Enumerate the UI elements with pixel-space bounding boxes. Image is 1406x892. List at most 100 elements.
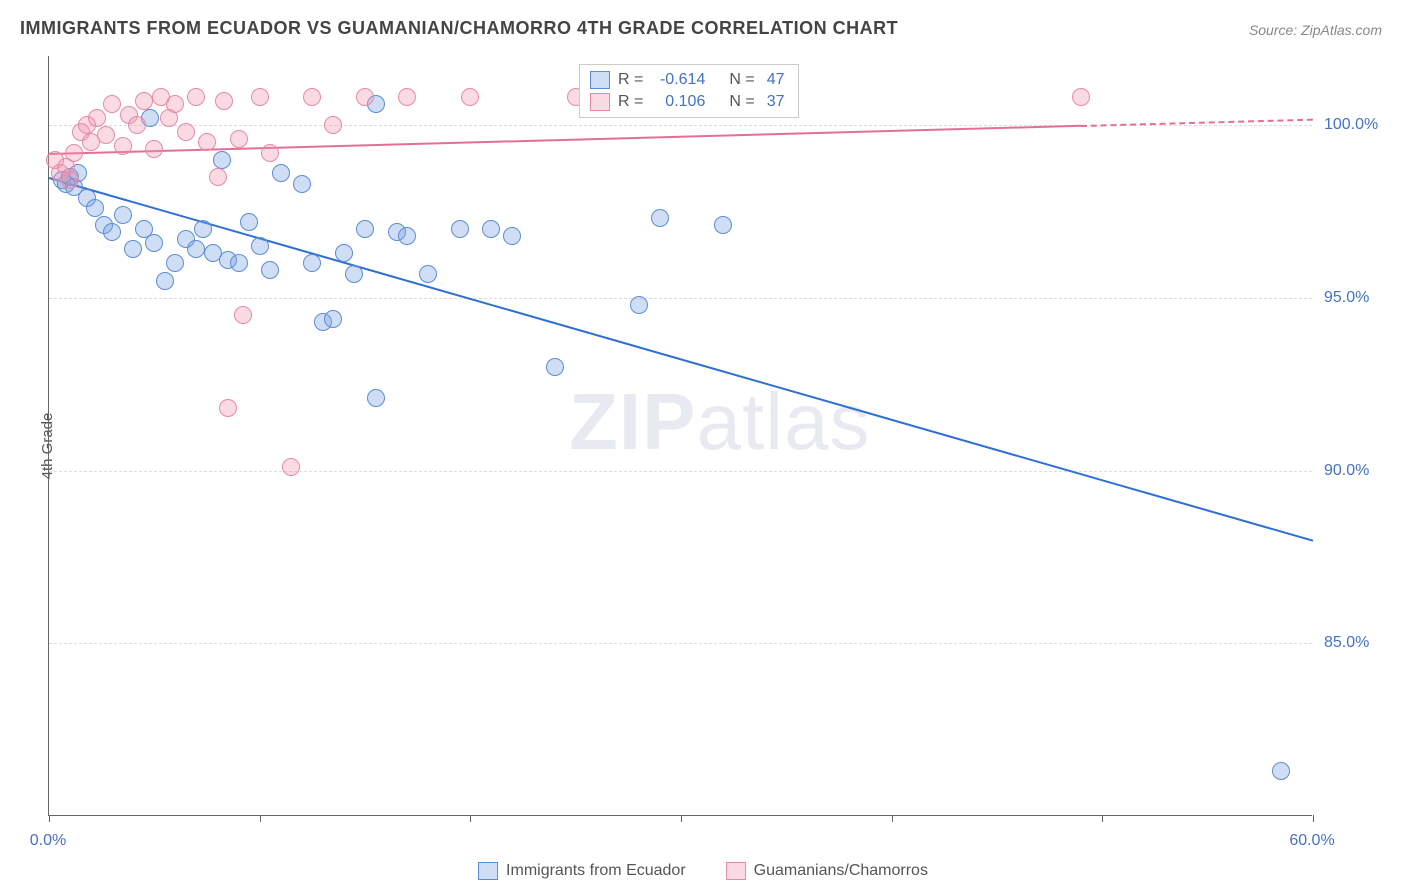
- data-point: [356, 220, 374, 238]
- y-tick-label: 95.0%: [1324, 289, 1394, 307]
- correlation-legend: R = -0.614 N = 47 R = 0.106 N = 37: [579, 64, 799, 118]
- data-point: [293, 175, 311, 193]
- data-point: [272, 164, 290, 182]
- legend-n-label: N =: [729, 71, 754, 89]
- data-point: [356, 88, 374, 106]
- source-label: Source: ZipAtlas.com: [1249, 22, 1382, 38]
- watermark-light: atlas: [696, 377, 870, 466]
- x-tick: [681, 815, 682, 822]
- data-point: [166, 254, 184, 272]
- data-point: [303, 254, 321, 272]
- data-point: [209, 168, 227, 186]
- x-tick-label: 0.0%: [30, 832, 66, 850]
- data-point: [398, 227, 416, 245]
- data-point: [86, 199, 104, 217]
- legend-swatch: [590, 71, 610, 89]
- series-legend-label: Immigrants from Ecuador: [506, 862, 686, 880]
- y-tick-label: 85.0%: [1324, 634, 1394, 652]
- data-point: [240, 213, 258, 231]
- data-point: [194, 220, 212, 238]
- series-legend-item: Immigrants from Ecuador: [478, 862, 686, 880]
- watermark: ZIPatlas: [569, 376, 870, 468]
- data-point: [230, 254, 248, 272]
- legend-swatch: [478, 862, 498, 880]
- legend-r-label: R =: [618, 71, 643, 89]
- data-point: [324, 116, 342, 134]
- data-point: [103, 95, 121, 113]
- data-point: [128, 116, 146, 134]
- data-point: [1272, 762, 1290, 780]
- data-point: [335, 244, 353, 262]
- x-tick: [1313, 815, 1314, 822]
- data-point: [651, 209, 669, 227]
- plot-area: ZIPatlas 85.0%90.0%95.0%100.0%R =-0.614N…: [48, 56, 1312, 816]
- legend-swatch: [590, 93, 610, 111]
- data-point: [166, 95, 184, 113]
- data-point: [345, 265, 363, 283]
- data-point: [503, 227, 521, 245]
- data-point: [251, 88, 269, 106]
- series-legend-label: Guamanians/Chamorros: [754, 862, 928, 880]
- gridline: [49, 298, 1312, 299]
- data-point: [234, 306, 252, 324]
- x-tick: [470, 815, 471, 822]
- data-point: [451, 220, 469, 238]
- data-point: [156, 272, 174, 290]
- data-point: [261, 261, 279, 279]
- data-point: [198, 133, 216, 151]
- y-tick-label: 100.0%: [1324, 116, 1394, 134]
- x-tick-label: 60.0%: [1289, 832, 1334, 850]
- data-point: [630, 296, 648, 314]
- legend-r-value: -0.614: [651, 71, 709, 89]
- x-tick: [892, 815, 893, 822]
- x-tick: [49, 815, 50, 822]
- data-point: [97, 126, 115, 144]
- legend-row: R = 0.106 N = 37: [590, 91, 788, 113]
- data-point: [145, 140, 163, 158]
- data-point: [482, 220, 500, 238]
- y-tick-label: 90.0%: [1324, 462, 1394, 480]
- gridline: [49, 471, 1312, 472]
- data-point: [213, 151, 231, 169]
- legend-swatch: [726, 862, 746, 880]
- legend-r-value: 0.106: [651, 93, 709, 111]
- data-point: [145, 234, 163, 252]
- legend-row: R = -0.614 N = 47: [590, 69, 788, 91]
- data-point: [187, 240, 205, 258]
- legend-n-value: 47: [763, 71, 789, 89]
- data-point: [177, 123, 195, 141]
- legend-r-label: R =: [618, 93, 643, 111]
- data-point: [103, 223, 121, 241]
- trend-line: [49, 177, 1314, 542]
- x-tick: [260, 815, 261, 822]
- series-legend-item: Guamanians/Chamorros: [726, 862, 928, 880]
- chart-title: IMMIGRANTS FROM ECUADOR VS GUAMANIAN/CHA…: [20, 18, 898, 39]
- data-point: [419, 265, 437, 283]
- bottom-legend: Immigrants from Ecuador Guamanians/Chamor…: [478, 862, 928, 880]
- legend-n-value: 37: [763, 93, 789, 111]
- gridline: [49, 643, 1312, 644]
- data-point: [114, 137, 132, 155]
- data-point: [303, 88, 321, 106]
- data-point: [367, 389, 385, 407]
- data-point: [215, 92, 233, 110]
- data-point: [135, 92, 153, 110]
- data-point: [219, 399, 237, 417]
- data-point: [65, 144, 83, 162]
- data-point: [1072, 88, 1090, 106]
- legend-n-label: N =: [729, 93, 754, 111]
- data-point: [187, 88, 205, 106]
- data-point: [88, 109, 106, 127]
- data-point: [251, 237, 269, 255]
- data-point: [230, 130, 248, 148]
- data-point: [282, 458, 300, 476]
- data-point: [714, 216, 732, 234]
- data-point: [461, 88, 479, 106]
- data-point: [324, 310, 342, 328]
- watermark-bold: ZIP: [569, 377, 696, 466]
- data-point: [124, 240, 142, 258]
- data-point: [398, 88, 416, 106]
- data-point: [261, 144, 279, 162]
- data-point: [114, 206, 132, 224]
- data-point: [546, 358, 564, 376]
